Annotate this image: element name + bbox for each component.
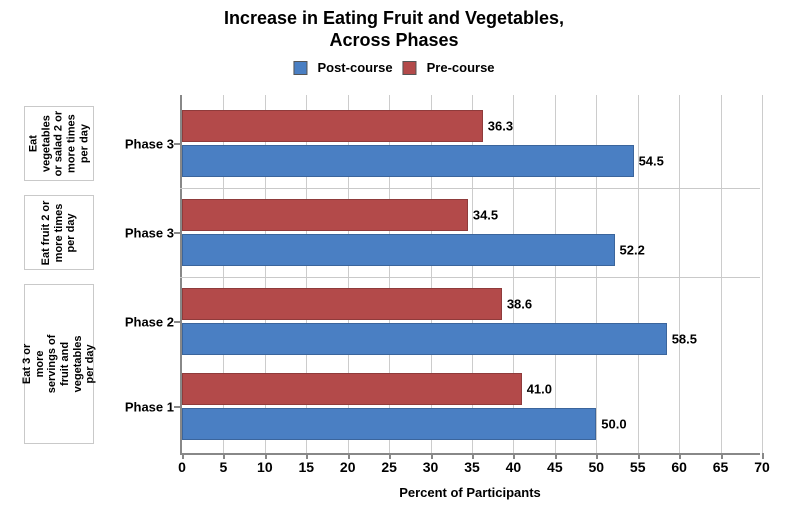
bar-value-label: 36.3 xyxy=(482,119,513,134)
group-label-cell: Eat vegetables or salad 2 or more times … xyxy=(24,106,94,181)
x-tick-label: 35 xyxy=(464,459,480,475)
phase-tick xyxy=(174,232,180,234)
bar-row: 52.2 xyxy=(182,234,760,266)
chart-title-line1: Increase in Eating Fruit and Vegetables, xyxy=(224,8,564,28)
bar-value-label: 52.2 xyxy=(614,243,645,258)
post-bar: 50.0 xyxy=(182,408,596,440)
group-label: Eat 3 or more servings of fruit and vege… xyxy=(21,330,97,398)
pre-bar: 34.5 xyxy=(182,199,468,231)
bar-value-label: 58.5 xyxy=(666,332,697,347)
x-tick-label: 30 xyxy=(423,459,439,475)
group-label-cell: Eat 3 or more servings of fruit and vege… xyxy=(24,284,94,444)
group-divider xyxy=(180,188,760,189)
bar-value-label: 41.0 xyxy=(521,382,552,397)
bar-row: 38.6 xyxy=(182,288,760,320)
bar-row: 54.5 xyxy=(182,145,760,177)
x-tick-label: 20 xyxy=(340,459,356,475)
bar-value-label: 34.5 xyxy=(467,208,498,223)
x-tick-label: 15 xyxy=(298,459,314,475)
x-tick-label: 60 xyxy=(671,459,687,475)
x-axis-label: Percent of Participants xyxy=(180,485,760,500)
x-tick-label: 25 xyxy=(381,459,397,475)
pre-bar: 38.6 xyxy=(182,288,502,320)
chart-title: Increase in Eating Fruit and Vegetables,… xyxy=(0,8,788,51)
group-label-cell: Eat fruit 2 or more times per day xyxy=(24,195,94,270)
plot-area: 051015202530354045505560657050.041.0Phas… xyxy=(180,95,760,455)
bar-row: 34.5 xyxy=(182,199,760,231)
plot: 051015202530354045505560657050.041.0Phas… xyxy=(180,95,760,455)
group-label: Eat vegetables or salad 2 or more times … xyxy=(27,109,90,177)
x-tick-label: 55 xyxy=(630,459,646,475)
x-tick-label: 0 xyxy=(178,459,186,475)
bar-row: 50.0 xyxy=(182,408,760,440)
post-bar: 54.5 xyxy=(182,145,634,177)
bar-value-label: 50.0 xyxy=(595,417,626,432)
phase-tick xyxy=(174,143,180,145)
bar-row: 41.0 xyxy=(182,373,760,405)
x-tick-label: 40 xyxy=(506,459,522,475)
legend-label: Pre-course xyxy=(427,60,495,75)
group-divider xyxy=(180,277,760,278)
legend-label: Post-course xyxy=(317,60,392,75)
x-tick-label: 65 xyxy=(713,459,729,475)
chart-root: Increase in Eating Fruit and Vegetables,… xyxy=(0,0,788,529)
bar-row: 58.5 xyxy=(182,323,760,355)
post-bar: 58.5 xyxy=(182,323,667,355)
x-gridline xyxy=(762,95,763,453)
group-label: Eat fruit 2 or more times per day xyxy=(40,198,78,266)
post-bar: 52.2 xyxy=(182,234,615,266)
pre-bar: 36.3 xyxy=(182,110,483,142)
legend-swatch xyxy=(403,61,417,75)
x-tick-label: 10 xyxy=(257,459,273,475)
legend-swatch xyxy=(293,61,307,75)
phase-tick xyxy=(174,406,180,408)
x-tick-label: 5 xyxy=(220,459,228,475)
bar-value-label: 54.5 xyxy=(633,154,664,169)
legend: Post-course Pre-course xyxy=(293,60,494,75)
x-tick-label: 50 xyxy=(588,459,604,475)
bar-value-label: 38.6 xyxy=(501,297,532,312)
chart-title-line2: Across Phases xyxy=(329,30,458,50)
x-tick-label: 45 xyxy=(547,459,563,475)
pre-bar: 41.0 xyxy=(182,373,522,405)
x-tick-label: 70 xyxy=(754,459,770,475)
bar-row: 36.3 xyxy=(182,110,760,142)
phase-tick xyxy=(174,321,180,323)
